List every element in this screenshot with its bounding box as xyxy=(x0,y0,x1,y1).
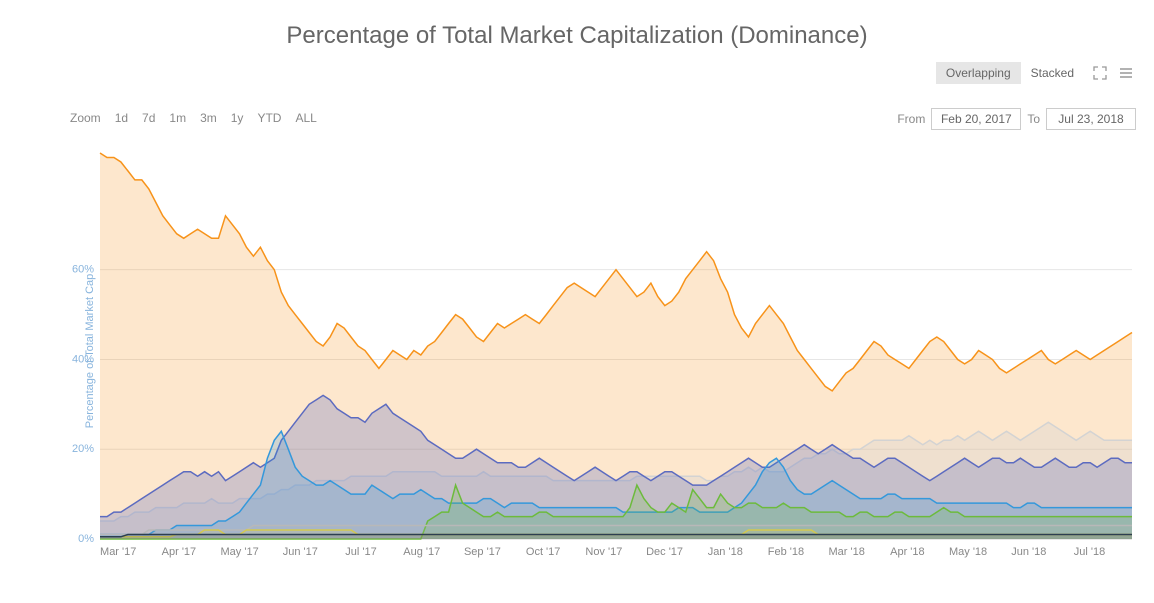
zoom-7d[interactable]: 7d xyxy=(136,108,161,128)
zoom-3m[interactable]: 3m xyxy=(194,108,223,128)
svg-text:Feb '18: Feb '18 xyxy=(768,546,804,558)
svg-text:Jul '18: Jul '18 xyxy=(1074,546,1105,558)
zoom-controls: Zoom 1d 7d 1m 3m 1y YTD ALL xyxy=(70,108,323,128)
to-date-input[interactable] xyxy=(1046,108,1136,130)
zoom-1d[interactable]: 1d xyxy=(109,108,134,128)
zoom-ytd[interactable]: YTD xyxy=(251,108,287,128)
svg-text:Jan '18: Jan '18 xyxy=(708,546,743,558)
zoom-1y[interactable]: 1y xyxy=(225,108,250,128)
svg-text:Jun '18: Jun '18 xyxy=(1011,546,1046,558)
chart-plot[interactable]: 0%20%40%60%Mar '17Apr '17May '17Jun '17J… xyxy=(70,140,1136,561)
zoom-all[interactable]: ALL xyxy=(289,108,322,128)
svg-text:Dec '17: Dec '17 xyxy=(646,546,683,558)
svg-text:Mar '17: Mar '17 xyxy=(100,546,136,558)
svg-text:0%: 0% xyxy=(78,533,94,545)
from-label: From xyxy=(897,112,925,126)
zoom-label: Zoom xyxy=(70,111,101,125)
svg-text:Apr '17: Apr '17 xyxy=(162,546,197,558)
svg-text:Jun '17: Jun '17 xyxy=(283,546,318,558)
svg-text:Mar '18: Mar '18 xyxy=(829,546,865,558)
chart-container: Percentage of Total Market Capitalizatio… xyxy=(0,0,1154,603)
svg-text:Oct '17: Oct '17 xyxy=(526,546,561,558)
svg-text:May '18: May '18 xyxy=(949,546,987,558)
mode-controls: Overlapping Stacked xyxy=(936,62,1136,84)
fullscreen-icon[interactable] xyxy=(1090,63,1110,83)
svg-text:May '17: May '17 xyxy=(221,546,259,558)
to-label: To xyxy=(1027,112,1040,126)
svg-text:Sep '17: Sep '17 xyxy=(464,546,501,558)
overlapping-button[interactable]: Overlapping xyxy=(936,62,1021,84)
zoom-1m[interactable]: 1m xyxy=(163,108,192,128)
svg-text:Jul '17: Jul '17 xyxy=(345,546,376,558)
svg-text:Nov '17: Nov '17 xyxy=(585,546,622,558)
from-date-input[interactable] xyxy=(931,108,1021,130)
chart-title: Percentage of Total Market Capitalizatio… xyxy=(0,0,1154,50)
svg-text:Aug '17: Aug '17 xyxy=(403,546,440,558)
y-axis-label: Percentage of Total Market Cap xyxy=(84,273,96,428)
chart-area: Percentage of Total Market Cap 0%20%40%6… xyxy=(70,140,1136,561)
date-controls: From To xyxy=(897,108,1136,130)
menu-icon[interactable] xyxy=(1116,63,1136,83)
svg-text:20%: 20% xyxy=(72,443,94,455)
svg-text:Apr '18: Apr '18 xyxy=(890,546,925,558)
stacked-button[interactable]: Stacked xyxy=(1021,62,1084,84)
